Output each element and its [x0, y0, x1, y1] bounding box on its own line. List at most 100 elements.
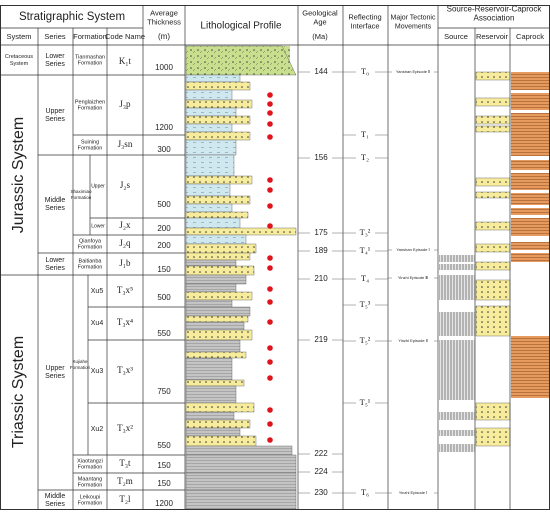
tectonic-label: Yinzhi Episode Ⅰ	[399, 490, 428, 495]
formation-label: Formation	[78, 482, 103, 488]
formation-label: Penglaizhen	[75, 99, 105, 105]
profile-layer	[185, 154, 235, 177]
gas-show	[267, 299, 273, 305]
formation-label: Leikoupi	[80, 494, 101, 500]
series-label: Lower	[45, 257, 65, 264]
gas-show	[267, 134, 273, 140]
member-label: Xu5	[91, 288, 104, 295]
series-label: Middle	[45, 197, 66, 204]
gas-show	[267, 265, 273, 271]
gas-show	[267, 286, 273, 292]
system-label: System	[10, 61, 29, 67]
code-name: J₃sn	[118, 139, 133, 149]
header-label: Code Name	[105, 32, 145, 41]
age-value: 210	[314, 274, 328, 283]
gas-show	[267, 223, 273, 229]
code-name: T₃x³	[117, 365, 133, 375]
profile-layer	[185, 107, 237, 117]
reservoir-bar	[475, 279, 511, 301]
formation-label: Formation	[78, 464, 103, 470]
thickness-value: 150	[157, 461, 171, 470]
thickness-value: 1000	[155, 63, 173, 72]
profile-layer	[185, 315, 249, 323]
reservoir-bar	[475, 221, 511, 231]
profile-layer	[185, 299, 233, 308]
formation-label: Formation	[78, 264, 103, 270]
series-label: Series	[45, 61, 65, 68]
gas-show	[267, 121, 273, 127]
reservoir-bar	[475, 243, 511, 253]
formation-label: Formation	[71, 195, 92, 200]
formation-label: Formation	[78, 145, 103, 151]
header-title: Stratigraphic System	[19, 11, 125, 23]
interface-label: T₆	[361, 487, 369, 497]
gas-show	[267, 110, 273, 116]
profile-layer	[185, 123, 233, 133]
gas-show	[267, 187, 273, 193]
profile-layer	[185, 131, 251, 141]
tectonic-label: Yanshan Episode Ⅰ	[396, 247, 429, 252]
profile-layer	[185, 195, 251, 205]
header-label: Formation	[73, 32, 107, 41]
gas-show	[267, 101, 273, 107]
profile-layer	[185, 283, 237, 293]
member-label: Xu3	[91, 368, 104, 375]
profile-layer	[185, 265, 255, 276]
interface-label: T₅²	[360, 335, 371, 345]
caprock-gap	[511, 250, 549, 253]
formation-label: Formation	[78, 244, 103, 250]
thickness-value: 500	[157, 293, 171, 302]
code-name: J₂s	[120, 180, 131, 190]
header-label: Source-Reservoir-Caprock	[447, 5, 543, 14]
profile-layer	[185, 252, 251, 261]
age-value: 219	[314, 335, 328, 344]
profile-layer	[185, 385, 237, 404]
gas-show	[267, 203, 273, 209]
system-label: Triassic System	[10, 336, 27, 448]
profile-layer	[185, 274, 247, 285]
profile-layer	[185, 445, 293, 456]
member-label: Xu4	[91, 320, 104, 327]
code-name: T₃t	[119, 458, 131, 468]
source-bar	[439, 430, 475, 436]
interface-label: T₄	[361, 273, 369, 283]
thickness-value: 200	[157, 224, 171, 233]
gas-show	[267, 407, 273, 413]
reservoir-bar	[475, 71, 511, 81]
formation-label: Maantang	[78, 476, 102, 482]
interface-label: T₅³	[360, 299, 371, 309]
caprock-gap	[511, 190, 549, 193]
header-unit: (m)	[158, 32, 170, 41]
profile-layer	[185, 175, 253, 185]
formation-label: Suining	[81, 139, 99, 145]
age-value: 144	[314, 67, 328, 76]
reservoir-bar	[475, 402, 511, 421]
interface-label: T₀	[361, 66, 369, 76]
system-label: Cretaceous	[5, 54, 33, 60]
header-label: Reservoir	[476, 32, 509, 41]
profile-layer	[185, 306, 251, 317]
profile-layer	[185, 234, 247, 245]
header-label: Caprock	[516, 32, 544, 41]
profile-layer	[185, 472, 297, 491]
profile-layer	[185, 217, 241, 229]
code-name: K₁t	[119, 56, 132, 66]
profile-layer	[185, 74, 241, 83]
series-label: Series	[45, 116, 65, 123]
formation-label: Qianfoya	[79, 238, 102, 244]
code-name: T₂m	[117, 476, 133, 486]
caprock-gap	[511, 215, 549, 218]
reservoir-bar	[475, 427, 511, 447]
profile-layer	[185, 99, 253, 109]
code-name: T₂l	[119, 494, 131, 504]
formation-label: Formation	[78, 60, 103, 66]
header-label: Major Tectonic	[390, 14, 436, 21]
age-value: 224	[314, 467, 328, 476]
profile-layer	[185, 351, 247, 359]
profile-layer	[185, 379, 245, 387]
header-label: Age	[313, 17, 326, 26]
reservoir-bar	[475, 115, 511, 125]
code-name: J₂q	[119, 238, 131, 248]
profile-layer	[185, 227, 297, 236]
